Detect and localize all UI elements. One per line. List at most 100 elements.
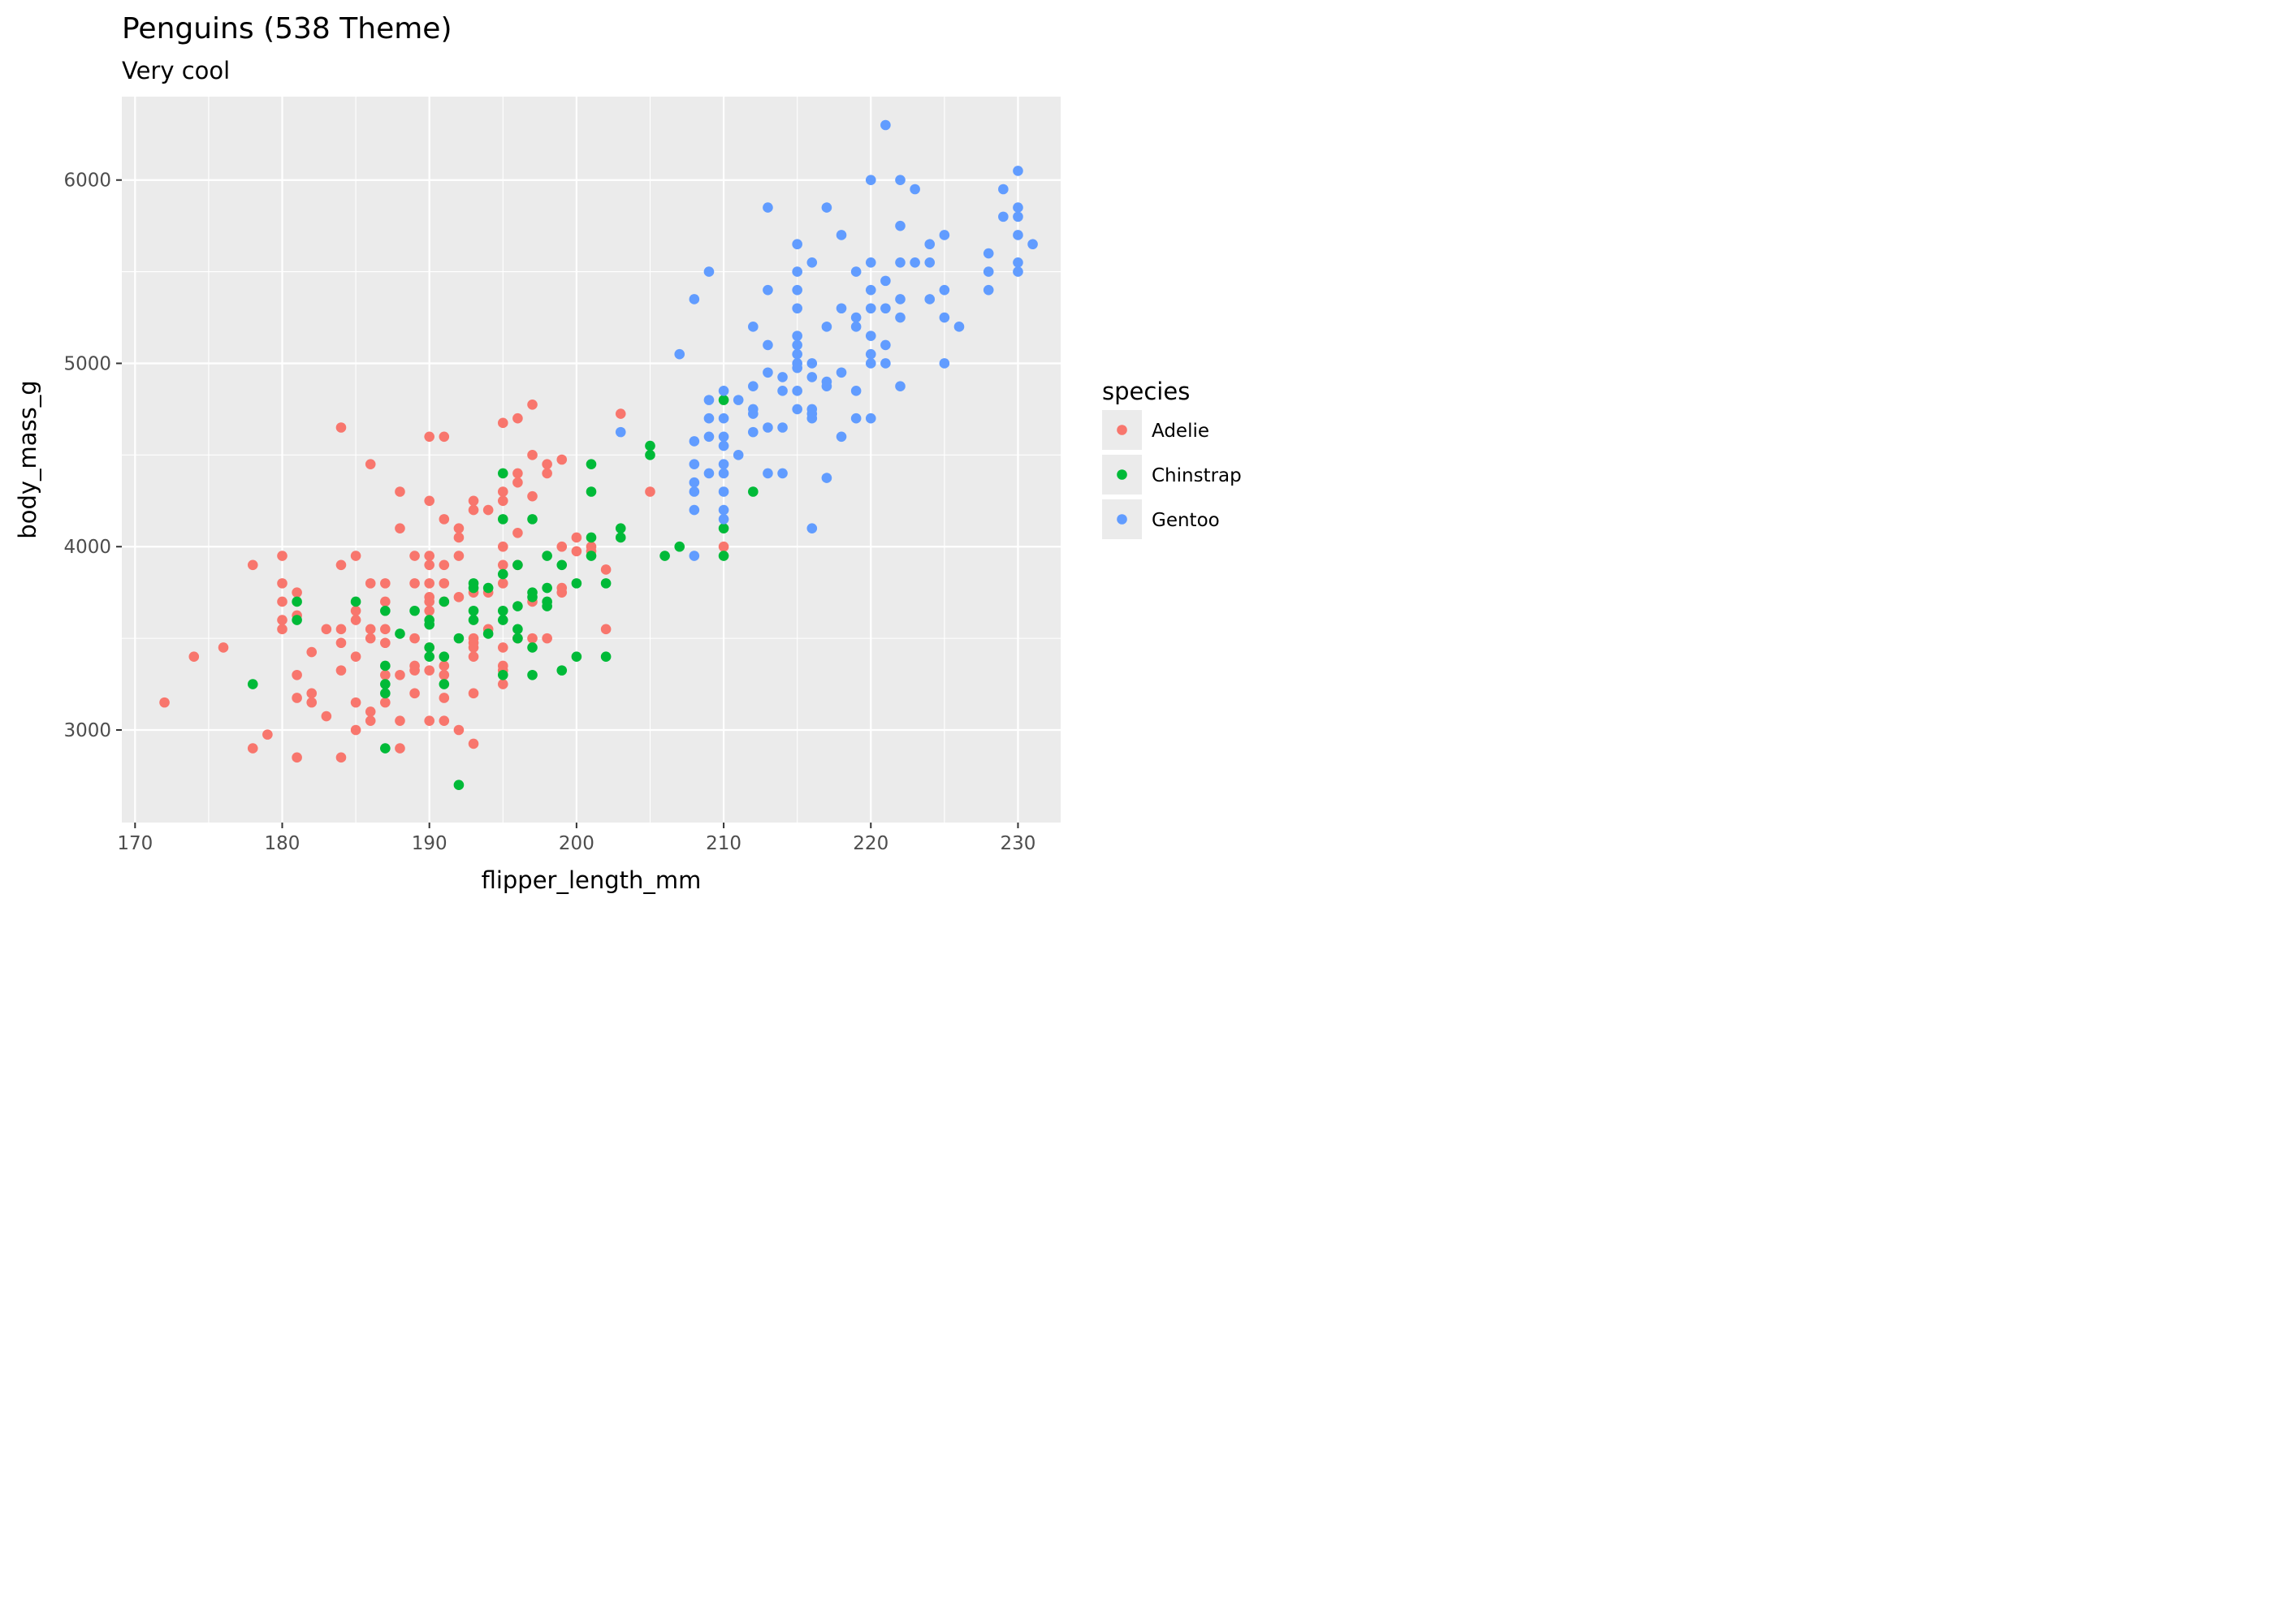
data-point: [409, 578, 420, 589]
data-point: [924, 294, 936, 304]
data-point: [542, 551, 552, 561]
data-point: [939, 312, 950, 323]
data-point: [527, 633, 538, 644]
data-point: [600, 564, 612, 575]
data-point: [689, 477, 700, 488]
data-point: [497, 541, 508, 552]
data-point: [380, 605, 391, 616]
data-point: [850, 312, 862, 323]
data-point: [1013, 257, 1023, 268]
data-point: [718, 541, 729, 552]
data-point: [939, 230, 950, 240]
data-point: [365, 459, 376, 469]
data-point: [718, 431, 729, 443]
data-point: [306, 688, 318, 699]
data-point: [865, 303, 876, 314]
series-gentoo: [615, 119, 1038, 561]
y-tick-label: 4000: [63, 537, 111, 558]
data-point: [792, 339, 802, 351]
data-point: [424, 619, 434, 630]
data-point: [953, 322, 965, 332]
data-point: [880, 358, 891, 369]
data-point: [527, 514, 538, 525]
data-point: [424, 605, 434, 616]
data-point: [586, 551, 597, 561]
data-point: [497, 495, 508, 507]
data-point: [380, 679, 391, 689]
data-point: [865, 175, 876, 186]
data-point: [512, 528, 523, 538]
minor-gridlines: [122, 97, 1061, 823]
data-point: [439, 660, 450, 672]
data-point: [865, 284, 876, 296]
data-point: [850, 322, 862, 332]
data-point: [718, 468, 729, 479]
data-point: [424, 651, 434, 662]
x-tick-label: 190: [412, 833, 447, 854]
data-point: [703, 431, 715, 443]
data-point: [792, 284, 802, 296]
data-point: [292, 615, 302, 625]
data-point: [703, 395, 715, 405]
data-point: [497, 669, 508, 680]
data-point: [380, 578, 391, 589]
data-point: [497, 578, 508, 589]
data-point: [439, 679, 450, 689]
scatter-chart: Penguins (538 Theme) Very cool 170 180 190…: [14, 12, 1242, 894]
data-point: [380, 624, 391, 635]
data-point: [439, 514, 450, 525]
data-point: [806, 372, 818, 382]
data-point: [689, 551, 700, 561]
data-point: [247, 679, 258, 689]
data-point: [482, 504, 494, 516]
data-point: [468, 642, 479, 653]
data-point: [350, 615, 361, 625]
data-point: [850, 386, 862, 396]
data-point: [600, 651, 612, 662]
data-point: [792, 330, 802, 341]
data-point: [512, 624, 523, 635]
data-point: [806, 412, 818, 424]
data-point: [703, 412, 715, 424]
data-point: [777, 372, 788, 382]
data-point: [497, 468, 508, 479]
data-point: [806, 523, 818, 533]
data-point: [865, 348, 876, 360]
data-point: [424, 596, 434, 607]
chart-subtitle: Very cool: [122, 57, 230, 84]
data-point: [983, 266, 994, 277]
data-point: [865, 412, 876, 424]
data-point: [512, 468, 523, 479]
data-point: [468, 615, 479, 625]
data-point: [703, 468, 715, 479]
data-point: [497, 486, 508, 497]
data-point: [733, 450, 744, 460]
data-point: [865, 330, 876, 341]
data-point: [1013, 202, 1023, 213]
data-point: [277, 596, 287, 607]
data-point: [453, 532, 465, 543]
data-point: [542, 582, 552, 594]
data-point: [468, 688, 479, 699]
data-point: [571, 578, 582, 589]
data-point: [645, 440, 655, 451]
data-point: [321, 624, 332, 635]
data-point: [292, 596, 302, 607]
data-point: [924, 257, 936, 268]
data-point: [453, 780, 465, 791]
data-point: [763, 422, 773, 433]
data-point: [792, 239, 802, 250]
data-point: [792, 362, 802, 374]
data-point: [571, 651, 582, 662]
data-point: [542, 459, 552, 469]
data-point: [571, 546, 582, 557]
data-point: [586, 486, 597, 497]
data-point: [792, 386, 802, 396]
data-point: [306, 646, 318, 658]
data-point: [586, 459, 597, 469]
data-point: [424, 578, 434, 589]
data-point: [836, 230, 847, 240]
x-tick-label: 220: [853, 833, 888, 854]
data-point: [380, 697, 391, 708]
data-point: [1013, 211, 1023, 222]
